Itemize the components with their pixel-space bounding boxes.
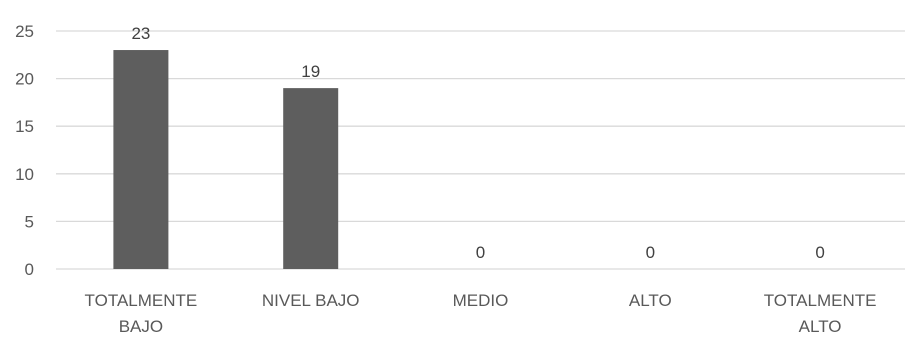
- y-tick-label: 25: [15, 22, 34, 41]
- gridlines: [56, 30, 905, 270]
- y-tick-label: 5: [25, 212, 34, 231]
- x-tick-label: NIVEL BAJO: [262, 291, 360, 310]
- x-tick-label: TOTALMENTE ALTO: [764, 291, 877, 336]
- y-tick-label: 10: [15, 165, 34, 184]
- y-tick-label: 0: [25, 260, 34, 279]
- data-label: 23: [131, 24, 150, 43]
- data-labels: 23 19 0 0 0: [131, 24, 824, 262]
- data-label: 19: [301, 62, 320, 81]
- y-axis-ticks: 0 5 10 15 20 25: [15, 22, 34, 279]
- x-tick-label: MEDIO: [453, 291, 509, 310]
- bar: [113, 50, 169, 269]
- y-tick-label: 20: [15, 70, 34, 89]
- x-tick-label: ALTO: [629, 291, 672, 310]
- bars: [113, 50, 339, 270]
- x-axis-categories: TOTALMENTE BAJO NIVEL BAJO MEDIO ALTO TOTALME…: [85, 291, 877, 336]
- y-tick-label: 15: [15, 117, 34, 136]
- x-tick-label: TOTALMENTE BAJO: [85, 291, 198, 336]
- data-label: 0: [815, 243, 824, 262]
- data-label: 0: [476, 243, 485, 262]
- bar: [283, 88, 339, 270]
- data-label: 0: [646, 243, 655, 262]
